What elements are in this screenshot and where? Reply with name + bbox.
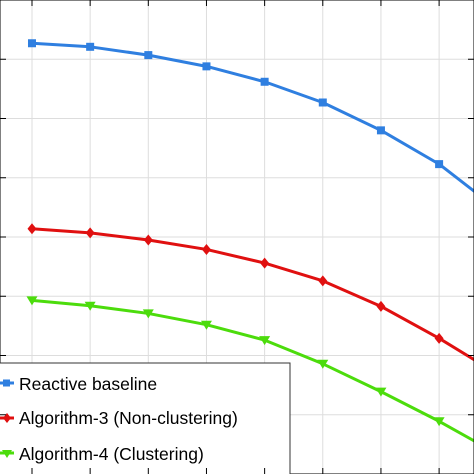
data-point-s1-2 (86, 42, 95, 51)
data-point-s1-8 (435, 160, 444, 169)
legend-label-algorithm-3: Algorithm-3 (Non-clustering) (19, 408, 238, 428)
data-point-s3-1 (26, 296, 38, 306)
legend: Reactive baseline Algorithm-3 (Non-clust… (0, 362, 291, 474)
legend-box (0, 362, 291, 474)
data-point-s2-3 (143, 234, 153, 246)
data-point-s1-3 (144, 51, 153, 60)
data-point-s2-2 (85, 227, 95, 239)
legend-swatch-marker-reactive-baseline (3, 379, 10, 387)
data-point-s2-1 (27, 223, 37, 235)
data-point-s1-1 (27, 39, 36, 48)
series-line-2 (31, 227, 474, 362)
data-point-s2-7 (376, 300, 386, 312)
legend-swatch-marker-algorithm-4 (2, 450, 12, 458)
data-point-s3-3 (142, 309, 154, 319)
legend-entry-reactive-baseline: Reactive baseline (0, 374, 157, 394)
data-point-s3-2 (84, 301, 96, 311)
data-point-s3-5 (259, 336, 271, 346)
data-point-s1-6 (318, 98, 327, 107)
data-point-s2-8 (434, 332, 444, 344)
data-point-s3-6 (317, 359, 329, 369)
legend-entry-algorithm-3: Algorithm-3 (Non-clustering) (0, 408, 238, 428)
data-point-s2-4 (201, 243, 211, 255)
legend-label-algorithm-4: Algorithm-4 (Clustering) (19, 444, 204, 464)
data-point-s3-7 (375, 387, 387, 397)
data-point-s1-7 (376, 126, 385, 135)
data-point-s1-4 (202, 62, 211, 71)
legend-entry-algorithm-4: Algorithm-4 (Clustering) (0, 444, 204, 464)
data-point-s3-4 (200, 320, 212, 330)
data-point-s3-8 (433, 417, 445, 427)
data-point-s2-6 (318, 275, 328, 287)
data-point-s1-5 (260, 77, 269, 86)
legend-swatch-marker-algorithm-3 (3, 413, 11, 423)
legend-label-reactive-baseline: Reactive baseline (19, 374, 157, 394)
data-point-s2-5 (260, 257, 270, 269)
series-line-1 (31, 41, 474, 194)
series-markers (26, 39, 445, 427)
